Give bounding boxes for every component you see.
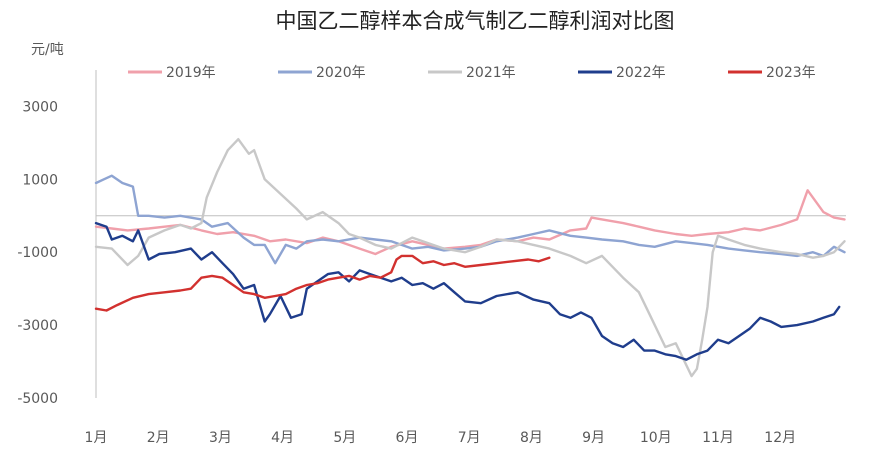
y-axis-unit-label: 元/吨 bbox=[31, 42, 64, 58]
series-line bbox=[94, 138, 846, 378]
y-tick-label: 1000 bbox=[22, 172, 58, 188]
x-tick-label: 8月 bbox=[520, 430, 543, 446]
x-tick-label: 5月 bbox=[333, 430, 356, 446]
series-line bbox=[94, 254, 551, 312]
y-tick-label: 3000 bbox=[22, 99, 58, 115]
x-tick-label: 4月 bbox=[271, 430, 294, 446]
x-tick-label: 9月 bbox=[582, 430, 605, 446]
legend-label: 2023年 bbox=[766, 65, 816, 81]
x-tick-label: 7月 bbox=[458, 430, 481, 446]
x-axis-ticks: 1月 2月 3月 4月 5月 6月 7月 8月 9月 10月 11月 12月 bbox=[85, 430, 797, 446]
legend-label: 2020年 bbox=[316, 65, 366, 81]
series-line bbox=[94, 174, 846, 265]
x-tick-label: 1月 bbox=[85, 430, 108, 446]
x-tick-label: 12月 bbox=[764, 430, 796, 446]
legend-label: 2019年 bbox=[166, 65, 216, 81]
chart-title: 中国乙二醇样本合成气制乙二醇利润对比图 bbox=[276, 9, 675, 33]
series-line bbox=[94, 189, 846, 256]
legend-label: 2022年 bbox=[616, 65, 666, 81]
y-axis-ticks: 3000 1000 -1000 -3000 -5000 bbox=[17, 99, 58, 407]
x-tick-label: 10月 bbox=[640, 430, 672, 446]
legend: 2019年 2020年 2021年 2022年 2023年 bbox=[128, 65, 816, 81]
x-tick-label: 6月 bbox=[396, 430, 419, 446]
series-line bbox=[94, 221, 841, 361]
x-tick-label: 11月 bbox=[702, 430, 734, 446]
legend-label: 2021年 bbox=[466, 65, 516, 81]
y-tick-label: -3000 bbox=[17, 318, 58, 334]
y-tick-label: -1000 bbox=[17, 245, 58, 261]
series-lines bbox=[94, 138, 846, 378]
x-tick-label: 2月 bbox=[147, 430, 170, 446]
x-tick-label: 3月 bbox=[209, 430, 232, 446]
y-tick-label: -5000 bbox=[17, 391, 58, 407]
